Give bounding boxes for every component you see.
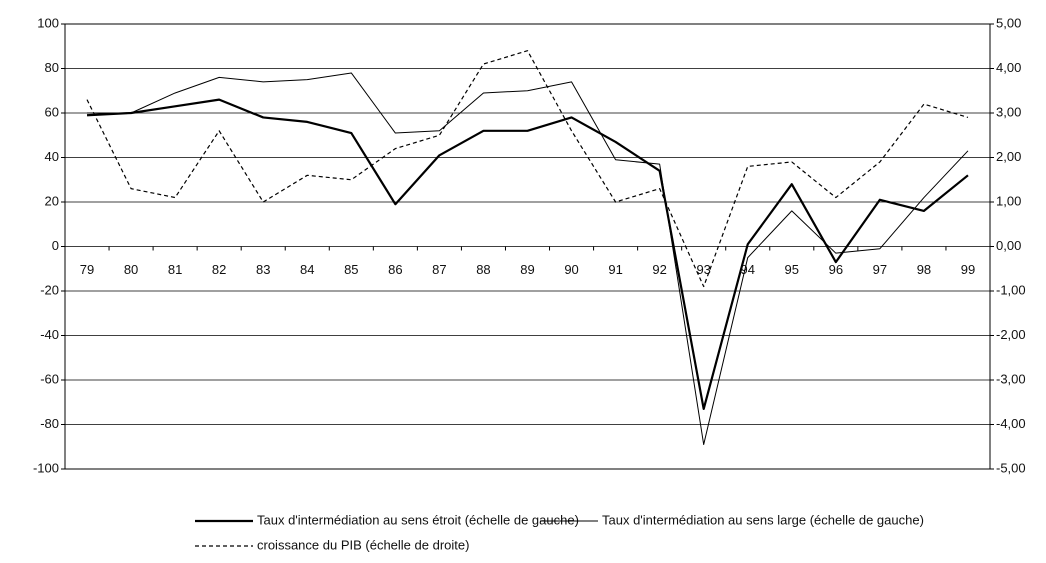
series-line <box>86 98 969 411</box>
legend-label: croissance du PIB (échelle de droite) <box>257 537 469 552</box>
y2-tick-label: 5,00 <box>996 15 1021 30</box>
x-tick-label: 88 <box>476 262 490 277</box>
y-tick-label: -100 <box>33 460 59 475</box>
x-tick-label: 81 <box>168 262 182 277</box>
legend-label: Taux d'intermédiation au sens étroit (éc… <box>257 512 579 527</box>
y-tick-label: 20 <box>45 193 59 208</box>
x-tick-label: 84 <box>300 262 314 277</box>
x-tick-label: 98 <box>917 262 931 277</box>
y-tick-label: 60 <box>45 104 59 119</box>
y2-tick-label: -4,00 <box>996 416 1026 431</box>
x-tick-label: 85 <box>344 262 358 277</box>
y2-tick-label: -2,00 <box>996 327 1026 342</box>
x-tick-label: 82 <box>212 262 226 277</box>
y2-tick-label: -5,00 <box>996 460 1026 475</box>
y-tick-label: -80 <box>40 416 59 431</box>
x-tick-label: 86 <box>388 262 402 277</box>
y-tick-label: 0 <box>52 238 59 253</box>
x-tick-label: 99 <box>961 262 975 277</box>
y2-tick-label: -1,00 <box>996 282 1026 297</box>
y-tick-label: -20 <box>40 282 59 297</box>
y2-tick-label: 0,00 <box>996 238 1021 253</box>
x-tick-label: 93 <box>696 262 710 277</box>
y2-tick-label: -3,00 <box>996 371 1026 386</box>
y2-tick-label: 2,00 <box>996 149 1021 164</box>
y-tick-label: -40 <box>40 327 59 342</box>
x-tick-label: 87 <box>432 262 446 277</box>
series-line <box>87 72 969 446</box>
x-tick-label: 92 <box>652 262 666 277</box>
y-tick-label: 100 <box>37 15 59 30</box>
x-tick-label: 80 <box>124 262 138 277</box>
y2-tick-label: 1,00 <box>996 193 1021 208</box>
x-tick-label: 95 <box>785 262 799 277</box>
y2-tick-label: 4,00 <box>996 60 1021 75</box>
x-tick-label: 83 <box>256 262 270 277</box>
x-tick-label: 89 <box>520 262 534 277</box>
y-tick-label: 40 <box>45 149 59 164</box>
series-line <box>86 50 969 288</box>
y-tick-label: 80 <box>45 60 59 75</box>
legend-label: Taux d'intermédiation au sens large (éch… <box>602 512 924 527</box>
x-tick-label: 79 <box>80 262 94 277</box>
y-tick-label: -60 <box>40 371 59 386</box>
x-tick-label: 91 <box>608 262 622 277</box>
x-tick-label: 96 <box>829 262 843 277</box>
x-tick-label: 90 <box>564 262 578 277</box>
y2-tick-label: 3,00 <box>996 104 1021 119</box>
x-tick-label: 97 <box>873 262 887 277</box>
